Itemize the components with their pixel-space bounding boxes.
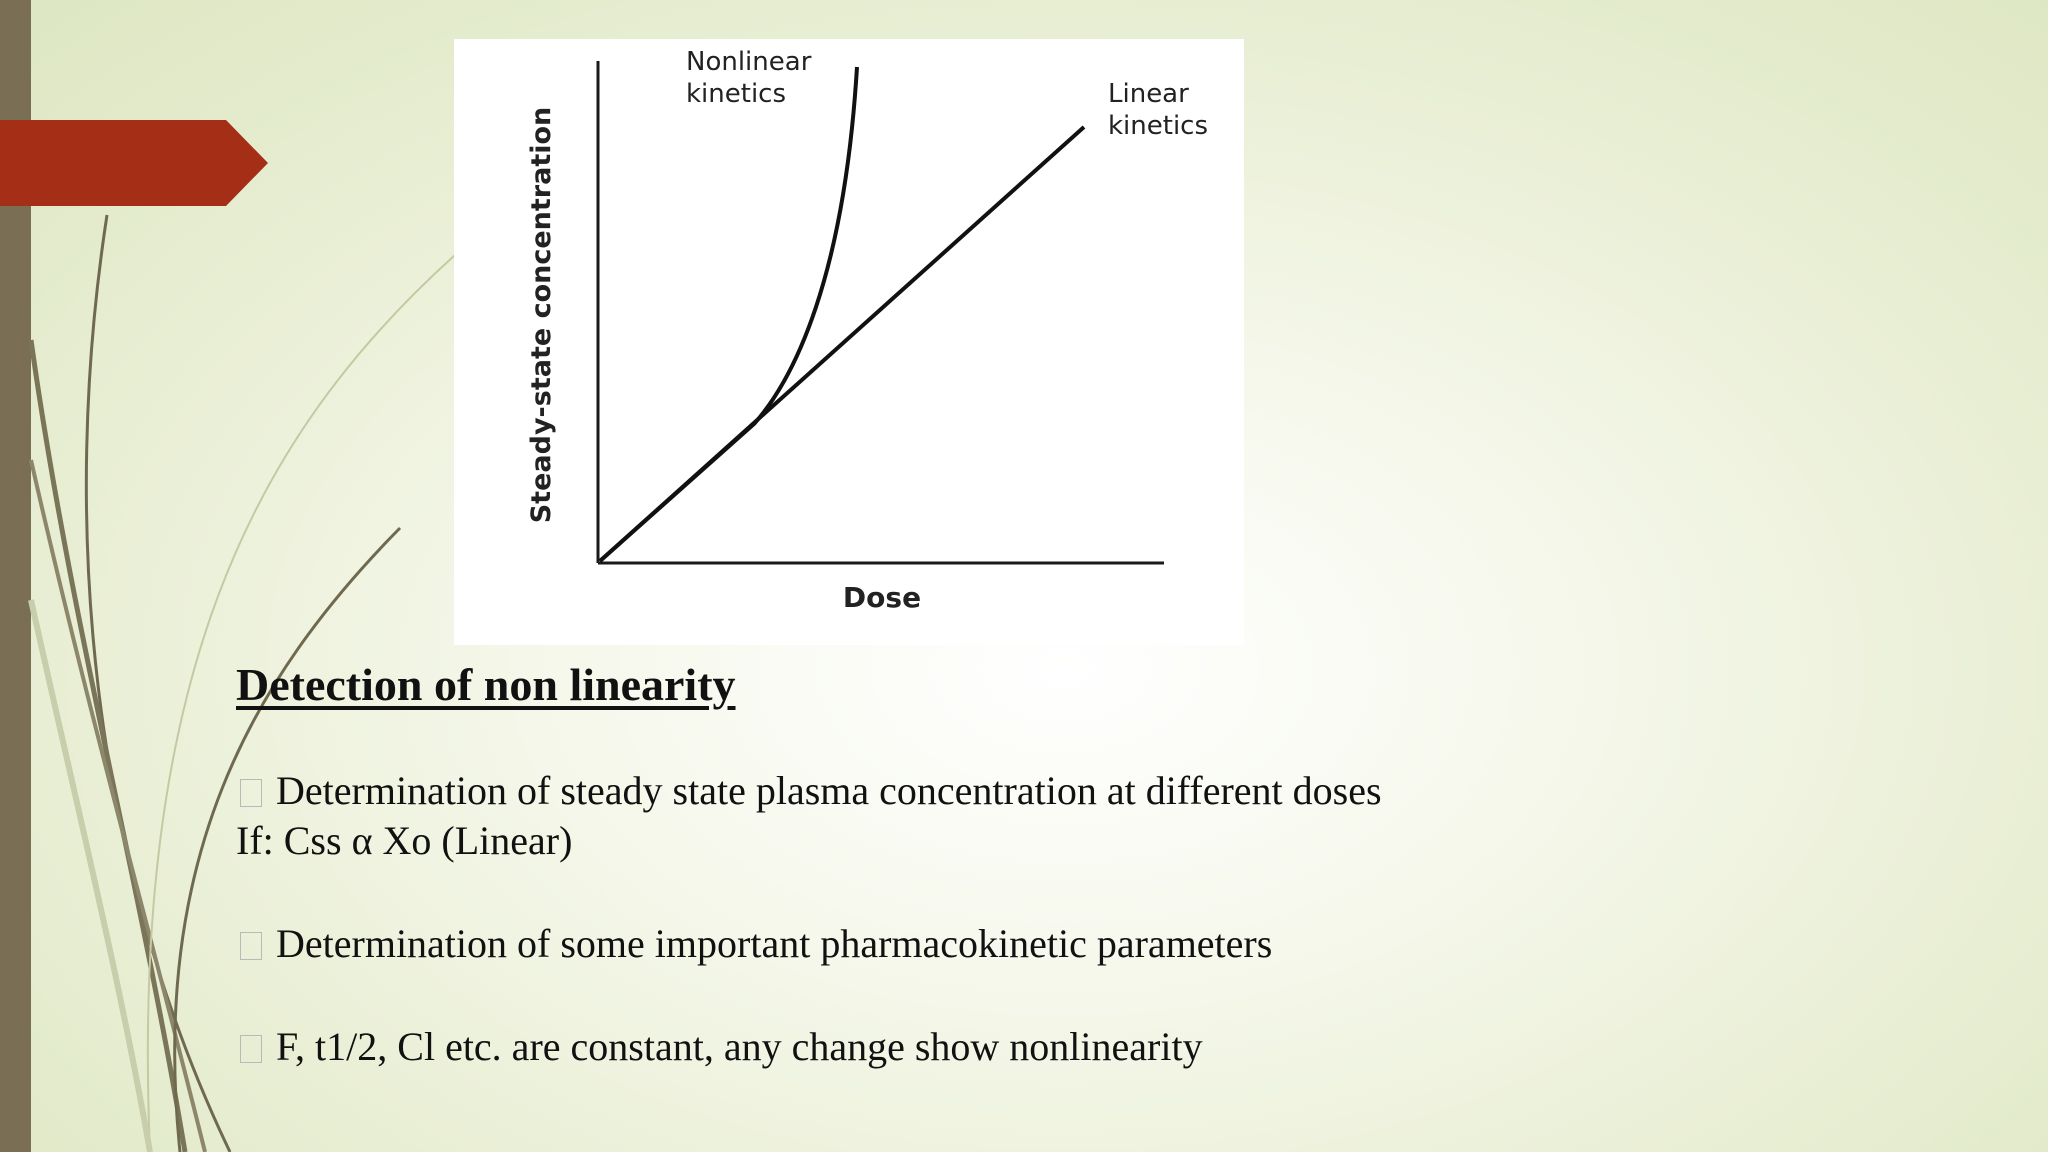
nonlinear-label-line1: Nonlinear [686,47,812,77]
slide-heading: Detection of non linearity [236,659,736,710]
linear-label-line1: Linear [1108,79,1189,109]
bullet-1-text: Determination of steady state plasma con… [276,768,1382,813]
bullet-item-1: Determination of steady state plasma con… [236,767,1382,814]
bullet-3-text: F, t1/2, Cl etc. are constant, any chang… [276,1024,1203,1069]
linear-label-line2: kinetics [1108,111,1208,141]
nonlinear-label-line2: kinetics [686,79,786,109]
kinetics-figure: Nonlinear kinetics Linear kinetics Dose … [454,39,1244,645]
bullet-item-3: F, t1/2, Cl etc. are constant, any chang… [236,1023,1203,1070]
bullet-2-text: Determination of some important pharmaco… [276,921,1273,966]
red-arrow-tag [0,120,268,206]
y-axis-label: Steady-state concentration [526,107,557,524]
nonlinear-kinetics-curve [598,66,859,563]
x-axis-label: Dose [843,581,921,614]
decorative-swooshes [28,214,456,1152]
missing-glyph-bullet-icon [240,932,262,960]
bullet-item-2: Determination of some important pharmaco… [236,920,1272,967]
missing-glyph-bullet-icon [240,1035,262,1063]
missing-glyph-bullet-icon [240,779,262,807]
bullet-1-followup: If: Css α Xo (Linear) [236,818,573,863]
